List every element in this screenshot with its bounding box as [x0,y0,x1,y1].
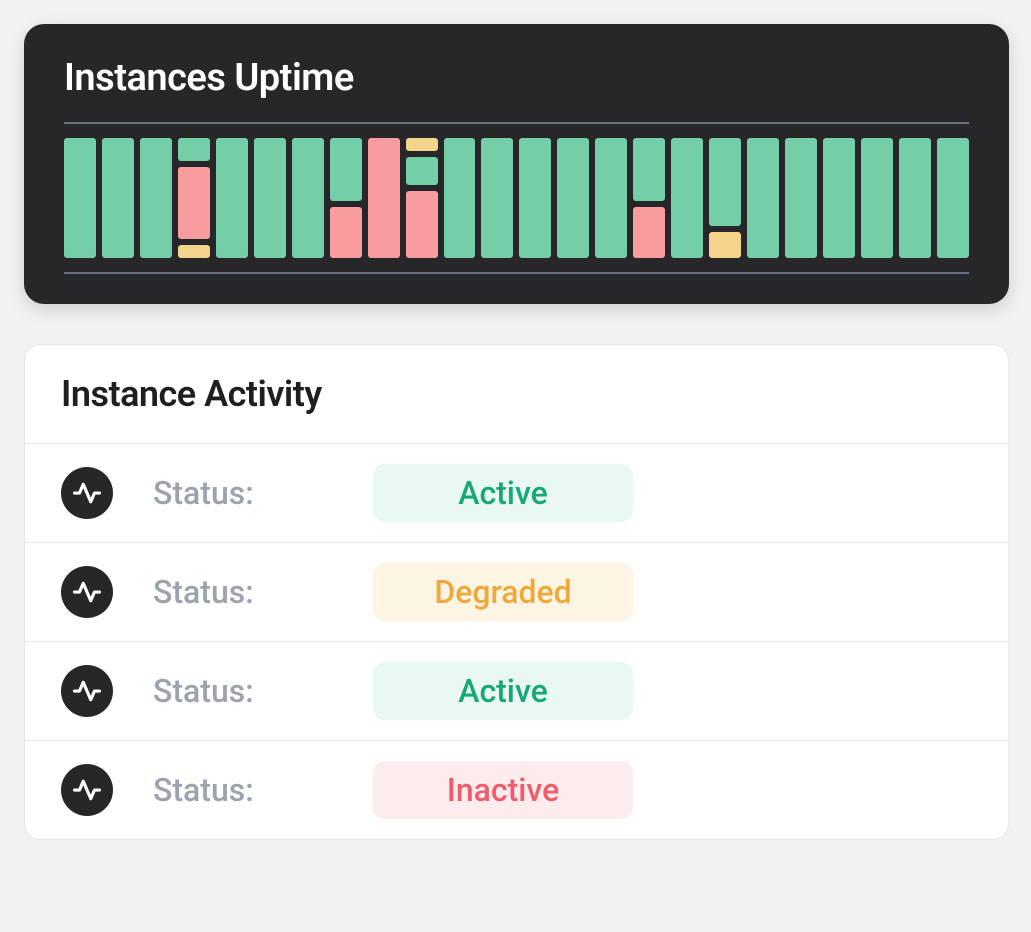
uptime-bar-segment [406,157,438,185]
uptime-bar-segment [899,138,931,258]
uptime-bar-segment [406,191,438,258]
uptime-divider-bottom [64,272,969,274]
activity-row: Status: Degraded [25,543,1008,642]
activity-header: Instance Activity [25,345,1008,444]
uptime-bar-segment [861,138,893,258]
activity-pulse-icon [61,665,113,717]
status-badge: Inactive [373,761,633,819]
uptime-bar [823,138,855,258]
uptime-bar-chart [64,138,969,258]
uptime-bar [254,138,286,258]
uptime-bar-segment [444,138,476,258]
uptime-bar [899,138,931,258]
uptime-bar-segment [368,138,400,258]
activity-pulse-icon [61,467,113,519]
uptime-bar-segment [330,138,362,201]
uptime-bar [785,138,817,258]
uptime-bar-segment [671,138,703,258]
uptime-bar-segment [216,138,248,258]
status-badge: Degraded [373,563,633,621]
uptime-bar [861,138,893,258]
uptime-bar-segment [330,207,362,258]
activity-row: Status: Active [25,444,1008,543]
uptime-bar-segment [709,138,741,226]
uptime-bar-segment [102,138,134,258]
uptime-bar-segment [140,138,172,258]
activity-row: Status: Inactive [25,741,1008,839]
uptime-bar [747,138,779,258]
uptime-bar [633,138,665,258]
uptime-bar-segment [254,138,286,258]
uptime-bar-segment [178,167,210,239]
uptime-bar-segment [937,138,969,258]
dashboard-container: Instances Uptime Instance Activity Statu… [24,24,1009,840]
uptime-bar [178,138,210,258]
status-label: Status: [153,672,333,710]
uptime-bar [216,138,248,258]
uptime-bar [102,138,134,258]
uptime-bar [330,138,362,258]
uptime-bar-segment [633,138,665,201]
uptime-bar-segment [785,138,817,258]
activity-row: Status: Active [25,642,1008,741]
uptime-bar-segment [178,245,210,258]
uptime-bar-segment [709,232,741,258]
uptime-card: Instances Uptime [24,24,1009,304]
uptime-bar-segment [633,207,665,258]
uptime-bar-segment [823,138,855,258]
status-label: Status: [153,573,333,611]
activity-pulse-icon [61,566,113,618]
uptime-bar-segment [747,138,779,258]
uptime-bar-segment [292,138,324,258]
uptime-bar [406,138,438,258]
activity-card: Instance Activity Status: Active Status: De… [24,344,1009,840]
status-label: Status: [153,771,333,809]
uptime-bar [368,138,400,258]
uptime-bar-segment [406,138,438,151]
uptime-bar [292,138,324,258]
activity-title: Instance Activity [61,373,972,415]
uptime-bar-segment [557,138,589,258]
uptime-bar [937,138,969,258]
uptime-bar-segment [519,138,551,258]
uptime-bar [64,138,96,258]
uptime-bar [481,138,513,258]
status-badge: Active [373,464,633,522]
status-label: Status: [153,474,333,512]
uptime-bar-segment [481,138,513,258]
uptime-bar [444,138,476,258]
uptime-bar [595,138,627,258]
uptime-bar [140,138,172,258]
activity-pulse-icon [61,764,113,816]
uptime-divider-top [64,122,969,124]
uptime-bar [519,138,551,258]
uptime-title: Instances Uptime [64,56,969,100]
uptime-bar [671,138,703,258]
uptime-bar [557,138,589,258]
status-badge: Active [373,662,633,720]
uptime-bar [709,138,741,258]
uptime-bar-segment [178,138,210,161]
uptime-bar-segment [64,138,96,258]
uptime-bar-segment [595,138,627,258]
